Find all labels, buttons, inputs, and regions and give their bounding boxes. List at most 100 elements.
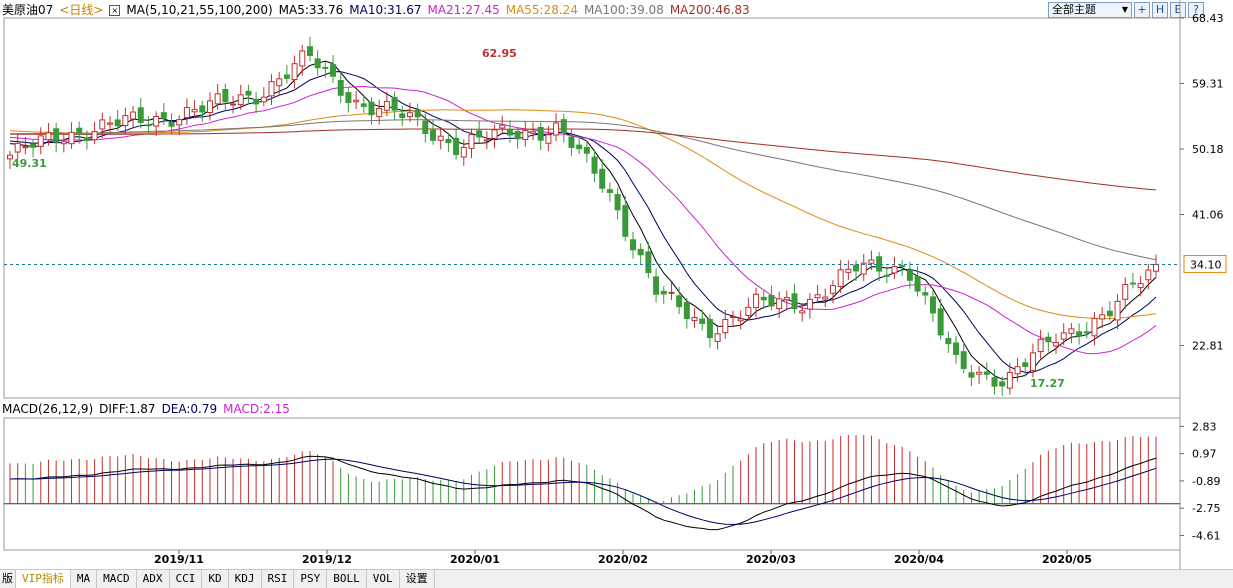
symbol-label: 美原油07 (2, 3, 54, 17)
theme-dropdown[interactable]: 全部主题 ▼ (1048, 2, 1132, 18)
candle (37, 135, 44, 147)
ma5-label: MA5:33.76 (278, 3, 344, 17)
candle (960, 351, 967, 369)
candle (1153, 263, 1159, 272)
candle (560, 119, 567, 134)
candle (699, 318, 706, 324)
candle (799, 310, 806, 314)
candle (468, 134, 475, 149)
tab-8[interactable]: RSI (262, 570, 295, 588)
x-tick-label-3: 2020/02 (598, 553, 648, 566)
tab-5[interactable]: CCI (170, 570, 203, 588)
price-chart[interactable]: 62.95 17.27 49.31 68.43 59.31 50.18 41.06 22.8… (0, 0, 1233, 569)
tab-6[interactable]: KD (202, 570, 229, 588)
theme-label: 全部主题 (1052, 3, 1096, 16)
candle (622, 205, 629, 237)
tab-7[interactable]: KDJ (229, 570, 262, 588)
macd-value-label: MACD:2.15 (223, 402, 290, 416)
candle (876, 256, 883, 272)
candle (260, 96, 267, 103)
candle (576, 144, 583, 150)
tab-11[interactable]: VOL (367, 570, 400, 588)
candle (537, 126, 544, 141)
candle (483, 139, 490, 142)
candle (714, 333, 721, 342)
candle (268, 81, 275, 97)
candle (337, 79, 344, 96)
candle (637, 248, 644, 256)
candle (991, 377, 998, 387)
candle (614, 194, 621, 211)
candle (583, 146, 590, 154)
candle (414, 109, 421, 118)
candle (237, 94, 244, 106)
candle (253, 98, 260, 105)
candle (868, 259, 875, 264)
candle (922, 292, 929, 296)
candle (430, 129, 437, 141)
candle (230, 103, 237, 106)
candle (1137, 283, 1144, 289)
candle (530, 131, 537, 134)
ma5-line (9, 60, 1157, 380)
tab-0[interactable]: 版 (0, 570, 16, 588)
ma55-label: MA55:28.24 (505, 3, 578, 17)
candle (330, 64, 337, 77)
candle (660, 290, 667, 295)
ma-toggle-icon[interactable]: × (109, 4, 121, 16)
tab-2[interactable]: MA (71, 570, 98, 588)
price-tick-label-4: 22.81 (1192, 340, 1224, 353)
candle (783, 296, 790, 301)
candle (191, 108, 198, 113)
candle (929, 296, 936, 314)
tab-12[interactable]: 设置 (400, 570, 435, 588)
candle (30, 143, 37, 148)
candle (914, 275, 921, 292)
tab-1[interactable]: VIP指标 (16, 570, 71, 588)
candle (791, 293, 798, 310)
ma100-line (9, 119, 1157, 261)
candle (376, 108, 383, 118)
candle (745, 306, 752, 317)
last-price-box (1183, 254, 1227, 273)
candle (460, 146, 467, 158)
candle (1129, 282, 1136, 285)
candle (283, 74, 290, 79)
tab-3[interactable]: MACD (97, 570, 137, 588)
candle (1145, 269, 1152, 281)
candle (145, 124, 152, 127)
macd-tick-label-3: -2.75 (1192, 502, 1220, 515)
candle (14, 142, 21, 153)
tab-10[interactable]: BOLL (327, 570, 367, 588)
candle (1068, 328, 1075, 334)
x-tick-label-5: 2020/04 (894, 553, 944, 566)
candle (891, 266, 898, 274)
candle (753, 293, 760, 309)
price-tick-label-2: 50.18 (1192, 143, 1224, 156)
candle (1022, 362, 1029, 367)
tab-4[interactable]: ADX (137, 570, 170, 588)
candle (822, 296, 829, 300)
candle (1037, 338, 1044, 353)
price-tick-label-3: 41.06 (1192, 208, 1224, 221)
candle (222, 88, 229, 103)
candle (683, 301, 690, 320)
candle (106, 122, 113, 125)
period-label[interactable]: <日线> (59, 3, 104, 17)
candle (968, 372, 975, 378)
help-button[interactable]: ? (1188, 2, 1204, 18)
ma21-line (9, 85, 1157, 355)
candle (845, 268, 852, 273)
candle (114, 119, 121, 127)
candle (729, 316, 736, 319)
candle (514, 130, 521, 140)
candle (122, 115, 129, 127)
price-tick-label-0: 68.43 (1192, 12, 1224, 25)
candle (22, 146, 29, 149)
tab-9[interactable]: PSY (294, 570, 328, 588)
candle (68, 131, 75, 145)
candle (1106, 310, 1113, 317)
candle (899, 265, 906, 268)
macd-tick-label-0: 2.83 (1192, 420, 1217, 433)
